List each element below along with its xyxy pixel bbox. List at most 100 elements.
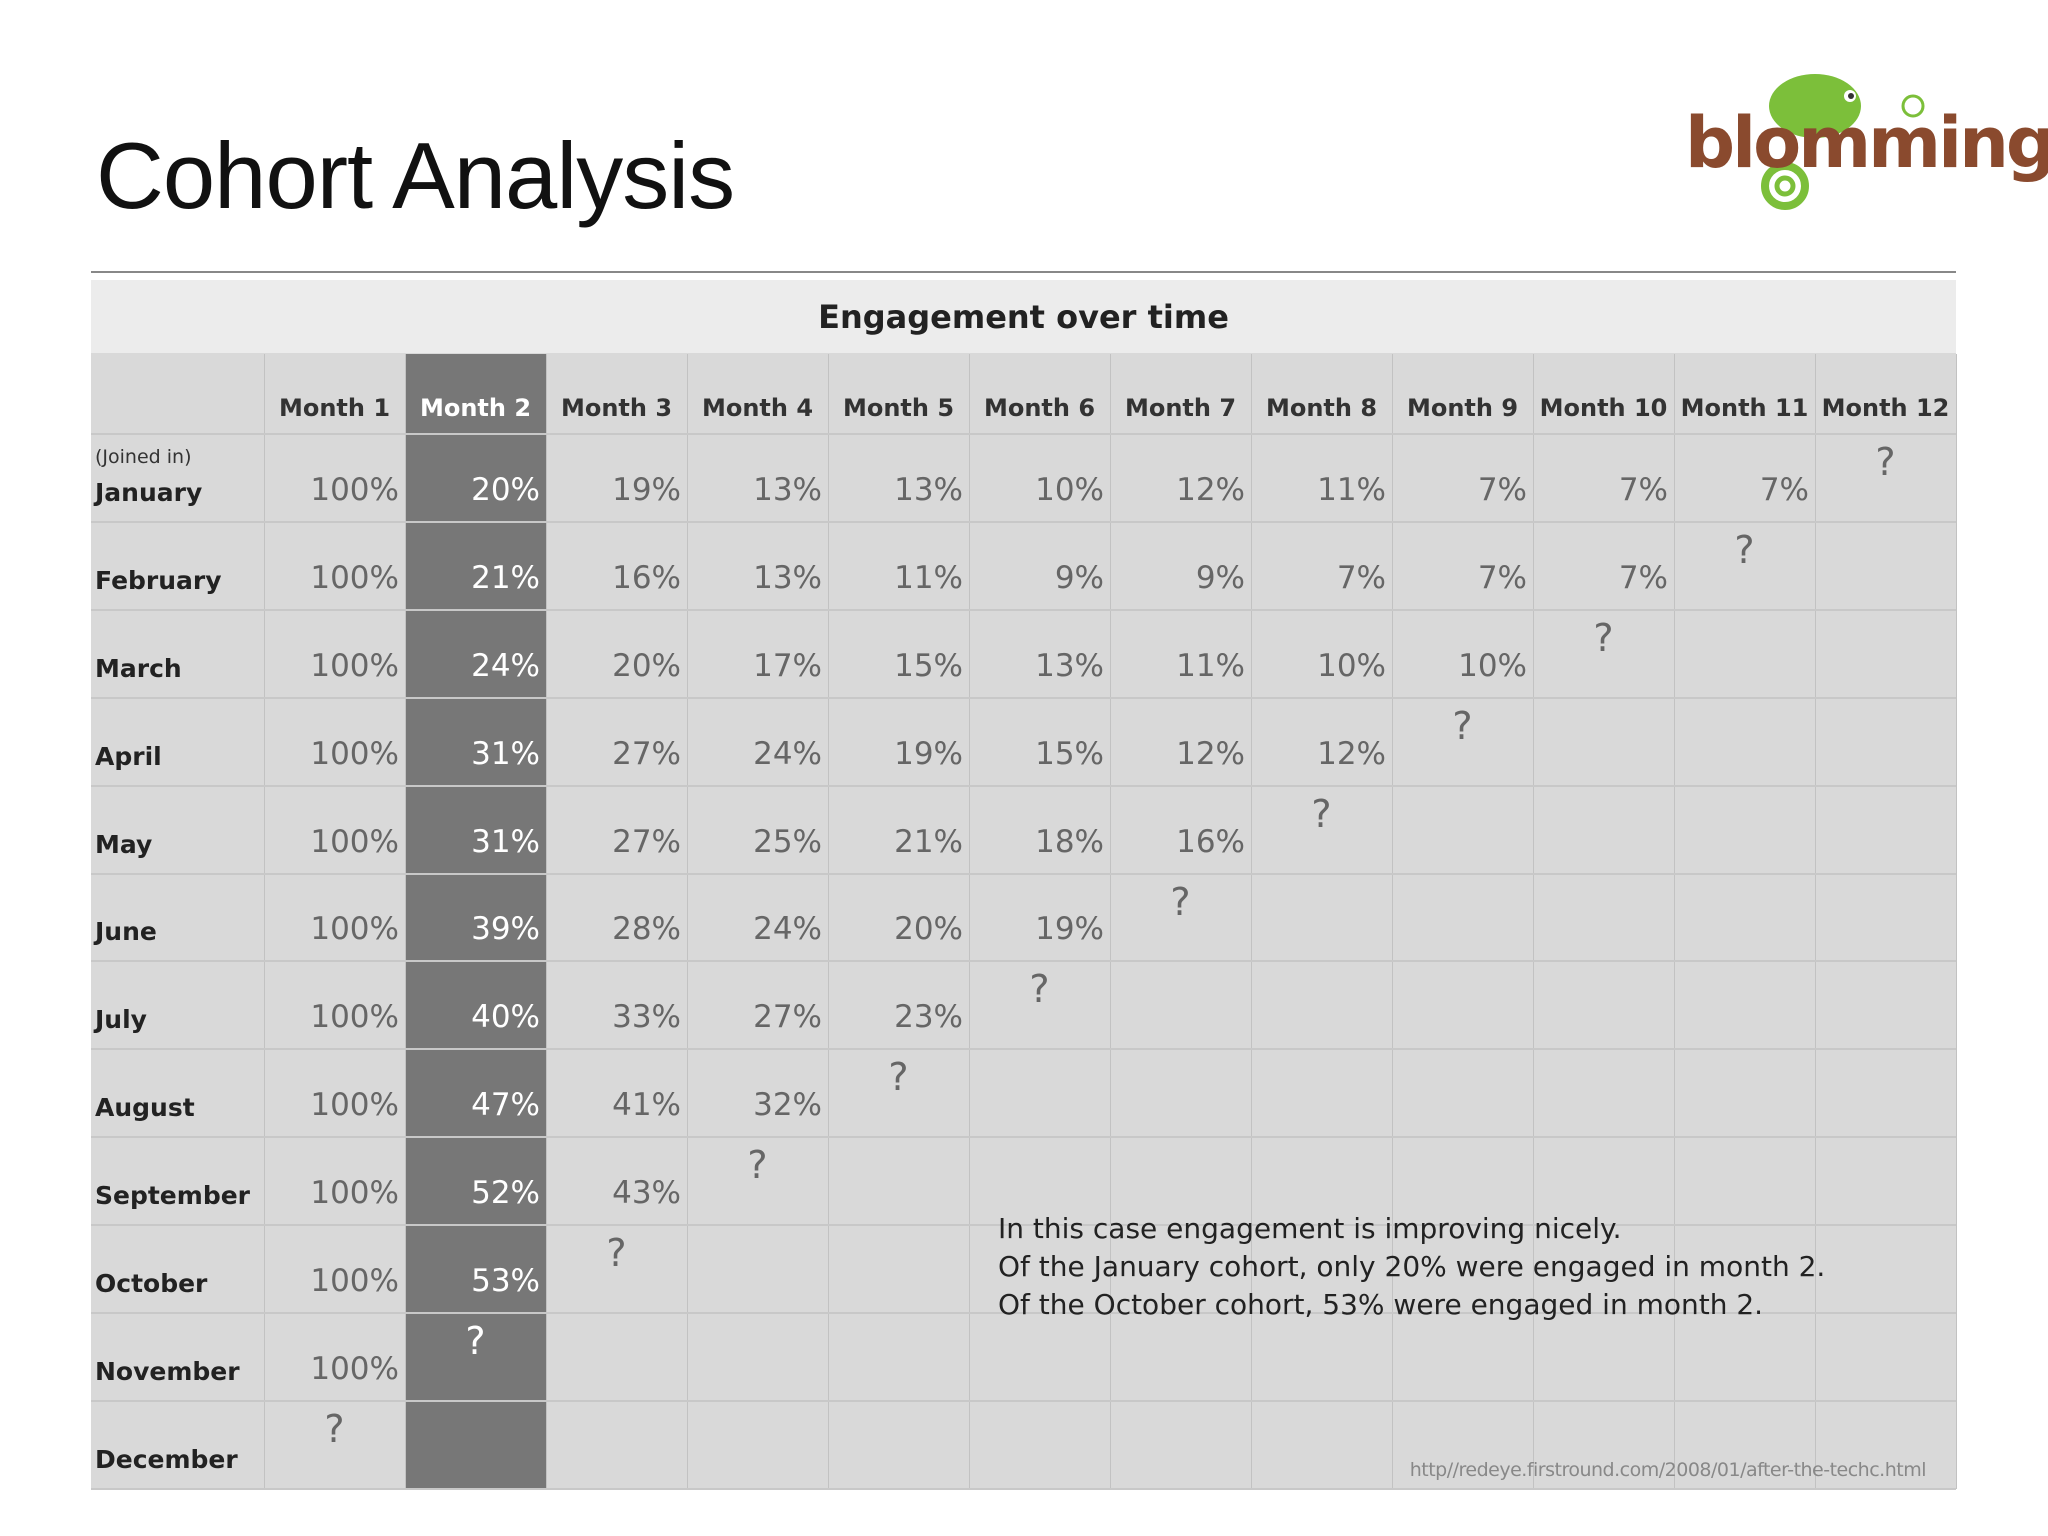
value-cell: 16% — [612, 559, 681, 596]
column-header: Month 7 — [1124, 394, 1237, 422]
row-divider — [91, 608, 1956, 611]
column-divider — [405, 354, 406, 1489]
value-cell: 7% — [1477, 559, 1527, 596]
column-header: Month 2 — [419, 394, 532, 422]
row-divider — [91, 696, 1956, 699]
unknown-value-cell: ? — [324, 1406, 345, 1451]
value-cell: 15% — [1035, 735, 1104, 772]
value-cell: 100% — [310, 647, 399, 684]
value-cell: 7% — [1759, 471, 1809, 508]
value-cell: 100% — [310, 823, 399, 860]
row-label: July — [95, 1005, 147, 1035]
unknown-value-cell: ? — [1452, 703, 1473, 748]
column-header: Month 11 — [1680, 394, 1809, 422]
value-cell: 18% — [1035, 823, 1104, 860]
value-cell: 13% — [753, 559, 822, 596]
column-header: Month 9 — [1406, 394, 1519, 422]
value-cell: 100% — [310, 735, 399, 772]
chameleon-icon — [1761, 74, 1925, 210]
value-cell: 100% — [310, 559, 399, 596]
value-cell: 7% — [1336, 559, 1386, 596]
column-header: Month 10 — [1539, 394, 1668, 422]
column-header: Month 6 — [983, 394, 1096, 422]
value-cell: 20% — [894, 911, 963, 948]
source-url: http//redeye.firstround.com/2008/01/afte… — [1409, 1459, 1927, 1481]
column-divider — [1815, 354, 1816, 1489]
value-cell: 13% — [753, 471, 822, 508]
value-cell: 23% — [894, 999, 963, 1036]
value-cell: 7% — [1618, 559, 1668, 596]
value-cell: 43% — [612, 1175, 681, 1212]
row-divider — [91, 1136, 1956, 1139]
value-cell: 15% — [894, 647, 963, 684]
value-cell: 19% — [612, 471, 681, 508]
value-cell: 10% — [1317, 647, 1386, 684]
row-label: January — [95, 477, 203, 507]
unknown-value-cell: ? — [465, 1319, 486, 1363]
row-label: December — [95, 1444, 238, 1474]
value-cell: 39% — [471, 911, 540, 948]
value-cell: 20% — [471, 471, 540, 508]
value-cell: 21% — [471, 559, 540, 596]
slide-title: Cohort Analysis — [96, 123, 735, 228]
value-cell: 31% — [471, 735, 540, 772]
value-cell: 21% — [894, 823, 963, 860]
value-cell: 16% — [1176, 823, 1245, 860]
value-cell: 41% — [612, 1087, 681, 1124]
row-divider — [91, 433, 1956, 435]
row-label: February — [95, 565, 222, 595]
row-divider — [91, 1399, 1956, 1402]
value-cell: 10% — [1458, 647, 1527, 684]
column-divider — [687, 354, 688, 1489]
value-cell: 13% — [1035, 647, 1104, 684]
value-cell: 27% — [612, 735, 681, 772]
value-cell: 11% — [894, 559, 963, 596]
row-divider — [91, 1048, 1956, 1051]
unknown-value-cell: ? — [888, 1055, 909, 1100]
cohort-table: Engagement over time Month 1 Month 2 Month… — [91, 280, 1957, 1490]
column-header: Month 4 — [701, 394, 814, 422]
value-cell: 40% — [471, 999, 540, 1036]
title-divider — [91, 271, 1956, 273]
value-cell: 25% — [753, 823, 822, 860]
column-divider — [1956, 354, 1957, 1489]
value-cell: 33% — [612, 999, 681, 1036]
table-heading: Engagement over time — [91, 280, 1956, 353]
column-header: Month 12 — [1821, 394, 1950, 422]
column-divider — [1674, 354, 1675, 1489]
unknown-value-cell: ? — [1029, 967, 1050, 1012]
row-label: April — [95, 741, 162, 771]
value-cell: 24% — [753, 735, 822, 772]
value-cell: 9% — [1054, 559, 1104, 596]
column-divider — [1392, 354, 1393, 1489]
value-cell: 12% — [1317, 735, 1386, 772]
row-label: October — [95, 1269, 208, 1298]
value-cell: 12% — [1176, 735, 1245, 772]
logo-wordmark: blomming — [1685, 102, 2048, 184]
value-cell: 31% — [471, 823, 540, 860]
note-line: In this case engagement is improving nic… — [998, 1212, 1622, 1245]
column-divider — [264, 354, 265, 1489]
row-label: September — [95, 1181, 250, 1211]
row-label: June — [95, 917, 157, 947]
value-cell: 7% — [1477, 471, 1527, 508]
unknown-value-cell: ? — [1875, 440, 1896, 484]
value-cell: 13% — [894, 471, 963, 508]
column-divider — [546, 354, 547, 1489]
value-cell: 24% — [471, 647, 540, 684]
unknown-value-cell: ? — [1311, 791, 1332, 836]
value-cell: 19% — [1035, 911, 1104, 948]
column-divider — [828, 354, 829, 1489]
value-cell: 17% — [753, 647, 822, 684]
row-header-note: (Joined in) — [95, 446, 192, 468]
value-cell: 100% — [310, 911, 399, 948]
column-divider — [1251, 354, 1252, 1489]
value-cell: 52% — [471, 1175, 540, 1212]
note-line: Of the October cohort, 53% were engaged … — [998, 1288, 1764, 1321]
value-cell: 27% — [753, 999, 822, 1036]
column-divider — [1110, 354, 1111, 1489]
value-cell: 100% — [310, 1087, 399, 1124]
row-divider — [91, 1487, 1956, 1490]
unknown-value-cell: ? — [606, 1231, 627, 1276]
unknown-value-cell: ? — [1734, 527, 1755, 572]
